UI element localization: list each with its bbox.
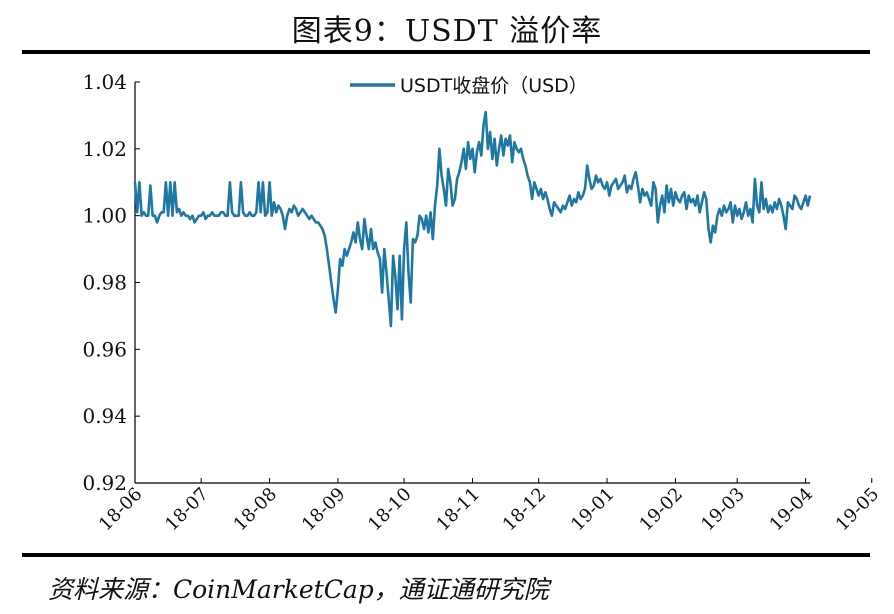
- y-tick-label: 0.96: [82, 337, 127, 361]
- y-tick-label: 1.04: [82, 70, 127, 94]
- y-tick-label: 1.00: [82, 204, 127, 228]
- x-tick-label: 18-08: [230, 484, 282, 536]
- series-line-usdt-close: [133, 110, 812, 328]
- y-tick-label: 0.94: [82, 404, 127, 428]
- x-tick-label: 19-01: [567, 484, 619, 536]
- y-tick-label: 0.92: [82, 471, 127, 495]
- x-tick-label: 19-04: [766, 484, 818, 536]
- x-tick-label: 18-12: [499, 484, 551, 536]
- x-tick-label: 19-05: [832, 484, 884, 536]
- series-layer: [133, 110, 812, 328]
- x-tick-label: 19-02: [635, 484, 687, 536]
- bottom-rule: [22, 553, 870, 557]
- x-tick-label: 18-10: [364, 484, 416, 536]
- legend-label: USDT收盘价（USD）: [400, 75, 588, 97]
- y-tick-label: 1.02: [82, 137, 127, 161]
- source-note: 资料来源：CoinMarketCap，通证通研究院: [48, 575, 549, 604]
- x-tick-label: 19-03: [697, 484, 749, 536]
- x-tick-label: 18-11: [432, 484, 484, 536]
- top-rule: [22, 50, 870, 54]
- y-tick-label: 0.98: [82, 271, 127, 295]
- figure-title: 图表9：USDT 溢价率: [291, 14, 603, 49]
- legend: USDT收盘价（USD）: [350, 75, 588, 97]
- x-tick-label: 18-09: [298, 484, 350, 536]
- x-tick-label: 18-07: [161, 484, 213, 536]
